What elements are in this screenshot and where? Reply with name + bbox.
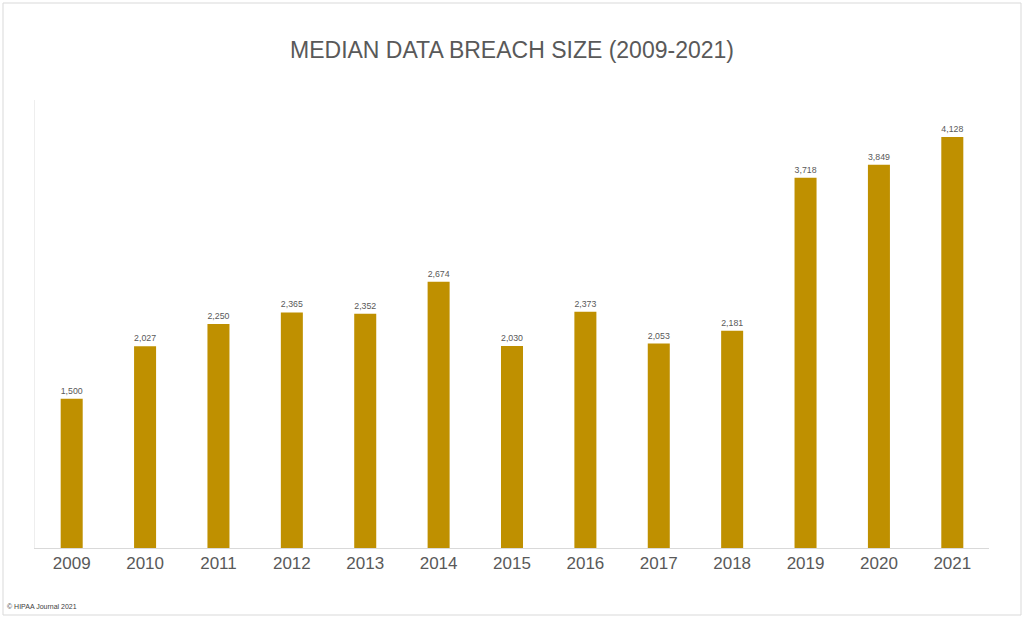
svg-text:2,373: 2,373 [574, 299, 596, 309]
svg-text:2018: 2018 [713, 554, 751, 573]
svg-text:2,250: 2,250 [207, 311, 229, 321]
svg-text:2013: 2013 [346, 554, 384, 573]
svg-text:2021: 2021 [933, 554, 971, 573]
svg-text:3,849: 3,849 [868, 152, 890, 162]
svg-text:4,128: 4,128 [941, 124, 963, 134]
svg-text:MEDIAN DATA BREACH SIZE (2009-: MEDIAN DATA BREACH SIZE (2009-2021) [290, 37, 734, 63]
svg-text:2,030: 2,030 [501, 333, 523, 343]
svg-text:2,053: 2,053 [648, 331, 670, 341]
svg-text:2,027: 2,027 [134, 333, 156, 343]
svg-text:3,718: 3,718 [795, 165, 817, 175]
svg-text:2020: 2020 [860, 554, 898, 573]
svg-text:2,674: 2,674 [428, 269, 450, 279]
svg-text:1,500: 1,500 [61, 386, 83, 396]
svg-text:2010: 2010 [126, 554, 164, 573]
svg-text:2011: 2011 [200, 554, 237, 573]
svg-text:2012: 2012 [273, 554, 311, 573]
svg-text:2017: 2017 [640, 554, 678, 573]
svg-text:2009: 2009 [53, 554, 91, 573]
svg-text:2014: 2014 [420, 554, 458, 573]
svg-text:2015: 2015 [493, 554, 531, 573]
svg-text:2019: 2019 [787, 554, 825, 573]
svg-text:2,365: 2,365 [281, 299, 303, 309]
svg-text:2,352: 2,352 [354, 301, 376, 311]
svg-text:2,181: 2,181 [721, 318, 743, 328]
svg-text:© HIPAA Journal 2021: © HIPAA Journal 2021 [7, 603, 77, 610]
svg-text:2016: 2016 [566, 554, 604, 573]
